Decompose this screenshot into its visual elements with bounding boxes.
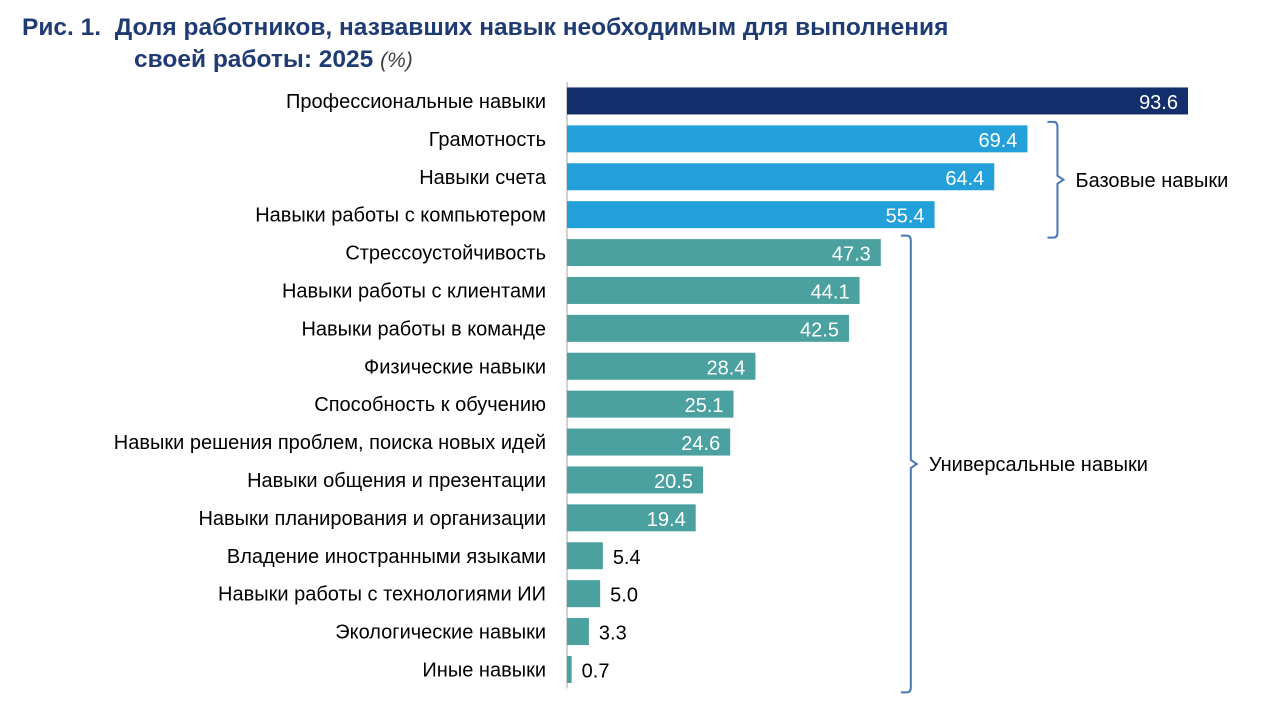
bar: [567, 352, 756, 380]
category-label: Владение иностранными языками: [227, 546, 546, 568]
group-bracket: [1047, 120, 1066, 239]
data-label: 42.5: [800, 319, 839, 341]
category-label: Стрессоустойчивость: [345, 243, 546, 265]
category-label: Физические навыки: [364, 356, 546, 378]
category-label: Профессиональные навыки: [286, 91, 546, 113]
data-label: 25.1: [685, 395, 724, 417]
bar: [567, 580, 601, 608]
data-label: 93.6: [1139, 92, 1178, 114]
group-label: Базовые навыки: [1075, 170, 1228, 192]
data-label: 5.0: [610, 585, 638, 607]
category-label: Экологические навыки: [335, 622, 546, 644]
category-label: Навыки работы с компьютером: [255, 205, 546, 227]
bar: [567, 428, 731, 456]
category-label: Навыки работы с клиентами: [282, 280, 546, 302]
bar: [567, 542, 603, 570]
category-label: Навыки работы в команде: [301, 318, 546, 340]
category-label: Иные навыки: [422, 659, 546, 681]
data-label: 55.4: [886, 206, 925, 228]
title-unit: (%): [380, 49, 413, 72]
category-label: Навыки планирования и организации: [198, 508, 546, 530]
bar: [567, 655, 572, 683]
data-label: 28.4: [706, 357, 745, 379]
data-label: 5.4: [613, 547, 641, 569]
bar: [567, 201, 935, 229]
data-label: 47.3: [832, 244, 871, 266]
group-label: Универсальные навыки: [929, 454, 1148, 476]
figure-number: Рис. 1.: [22, 14, 102, 41]
category-label: Навыки работы с технологиями ИИ: [218, 584, 546, 606]
bar: [567, 504, 696, 532]
bar: [567, 125, 1028, 153]
bar: [567, 618, 589, 646]
group-bracket: [900, 234, 919, 694]
data-label: 3.3: [599, 623, 627, 645]
data-label: 24.6: [681, 433, 720, 455]
data-label: 20.5: [654, 471, 693, 493]
bar: [567, 466, 704, 494]
data-label: 69.4: [979, 130, 1018, 152]
data-label: 44.1: [811, 281, 850, 303]
bar: [567, 314, 849, 342]
chart-title: Рис. 1. Доля работников, назвавших навык…: [22, 12, 948, 77]
data-label: 19.4: [647, 509, 686, 531]
bar: [567, 276, 860, 304]
category-label: Способность к обучению: [314, 394, 546, 416]
bar: [567, 390, 734, 418]
category-label: Грамотность: [429, 129, 546, 151]
category-label: Навыки решения проблем, поиска новых иде…: [114, 432, 546, 454]
bar: [567, 163, 995, 191]
data-label: 64.4: [945, 168, 984, 190]
title-line-2: своей работы: 2025: [134, 46, 374, 73]
category-label: Навыки счета: [419, 167, 547, 189]
data-label: 0.7: [582, 660, 610, 682]
category-label: Навыки общения и презентации: [247, 470, 546, 492]
bar: [567, 87, 1188, 115]
title-line-1: Доля работников, назвавших навык необход…: [114, 14, 949, 41]
bar: [567, 239, 881, 267]
